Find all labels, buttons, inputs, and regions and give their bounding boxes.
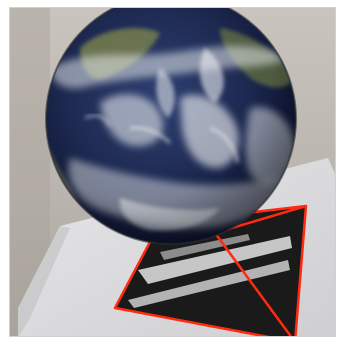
earth-globe (45, 8, 297, 245)
ar-camera-view (9, 7, 336, 337)
table-edge (18, 226, 70, 336)
